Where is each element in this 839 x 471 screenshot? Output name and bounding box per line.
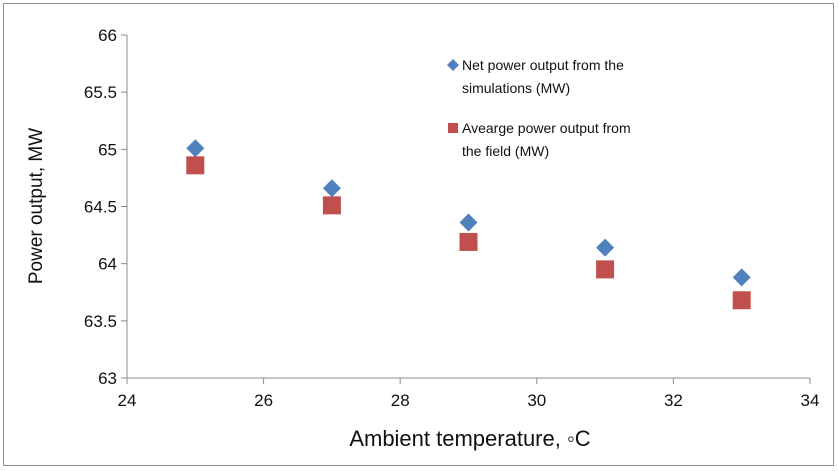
legend-item-field: Avearge power output from the field (MW) bbox=[448, 120, 631, 159]
x-axis-ticks: 24 26 28 30 32 34 bbox=[118, 378, 820, 410]
x-tick-label: 28 bbox=[391, 391, 410, 410]
x-tick-label: 30 bbox=[527, 391, 546, 410]
legend: Net power output from the simulations (M… bbox=[447, 57, 631, 159]
y-tick-label: 63 bbox=[98, 369, 117, 388]
legend-label-line-1: Avearge power output from bbox=[462, 120, 631, 136]
y-tick-label: 65.5 bbox=[84, 83, 117, 102]
y-tick-label: 65 bbox=[98, 140, 117, 159]
data-point-square bbox=[596, 260, 615, 279]
data-point-square bbox=[732, 291, 751, 310]
data-point-square bbox=[459, 232, 478, 251]
chart-frame bbox=[3, 3, 834, 466]
x-axis-title: Ambient temperature, ◦C bbox=[349, 426, 590, 451]
data-point-square bbox=[186, 156, 205, 175]
data-point-diamond bbox=[732, 268, 751, 287]
data-points bbox=[186, 139, 751, 310]
data-point-diamond bbox=[186, 139, 205, 158]
y-tick-label: 66 bbox=[98, 26, 117, 45]
legend-label-line-2: simulations (MW) bbox=[462, 80, 570, 96]
x-tick-label: 34 bbox=[801, 391, 820, 410]
y-tick-label: 64 bbox=[98, 255, 117, 274]
legend-label-line-1: Net power output from the bbox=[462, 57, 624, 73]
y-tick-label: 64.5 bbox=[84, 198, 117, 217]
legend-item-simulations: Net power output from the simulations (M… bbox=[447, 57, 624, 96]
x-tick-label: 26 bbox=[254, 391, 273, 410]
y-tick-label: 63.5 bbox=[84, 312, 117, 331]
legend-label-line-2: the field (MW) bbox=[462, 143, 549, 159]
data-point-diamond bbox=[322, 179, 341, 198]
legend-marker-square bbox=[448, 123, 458, 133]
y-axis-title: Power output, MW bbox=[26, 128, 47, 284]
x-tick-label: 32 bbox=[664, 391, 683, 410]
x-tick-label: 24 bbox=[118, 391, 137, 410]
legend-marker-diamond bbox=[447, 59, 459, 71]
y-axis-ticks: 63 63.5 64 64.5 65 65.5 66 bbox=[84, 26, 127, 388]
data-point-diamond bbox=[596, 238, 615, 257]
data-point-diamond bbox=[459, 213, 478, 232]
data-point-square bbox=[322, 196, 341, 215]
